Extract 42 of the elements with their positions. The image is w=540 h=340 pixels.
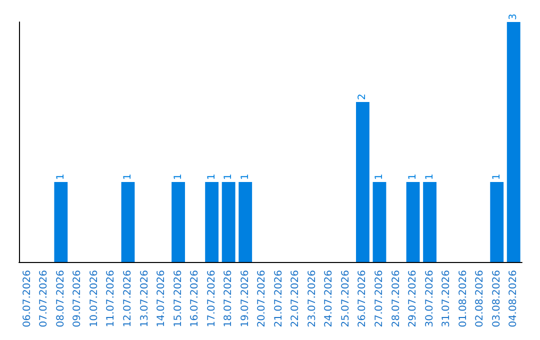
x-tick-label: 17.07.2026 <box>206 270 218 328</box>
x-tick-label: 04.08.2026 <box>508 270 520 328</box>
data-label: 1 <box>206 174 218 180</box>
data-label: 1 <box>223 174 234 180</box>
x-tick-label: 07.07.2026 <box>38 270 50 328</box>
x-tick-label: 20.07.2026 <box>256 270 268 328</box>
x-tick-label: 10.07.2026 <box>88 270 100 328</box>
x-tick-label: 21.07.2026 <box>273 270 284 328</box>
x-tick-label: 01.08.2026 <box>458 270 469 328</box>
data-label: 1 <box>374 174 385 180</box>
x-tick-label: 30.07.2026 <box>424 270 436 328</box>
x-tick-label: 31.07.2026 <box>441 270 452 328</box>
x-tick-label: 19.07.2026 <box>240 270 251 328</box>
data-label: 1 <box>240 174 251 180</box>
data-label: 1 <box>424 174 436 180</box>
data-label: 1 <box>408 174 419 180</box>
x-tick-label: 24.07.2026 <box>324 270 335 328</box>
x-tick-label: 28.07.2026 <box>390 270 402 328</box>
x-tick-label: 23.07.2026 <box>306 270 318 328</box>
x-tick-label: 12.07.2026 <box>122 270 134 328</box>
x-tick-label: 18.07.2026 <box>223 270 234 328</box>
data-label: 1 <box>491 174 502 180</box>
data-label: 1 <box>172 174 184 180</box>
x-tick-label: 25.07.2026 <box>340 270 352 328</box>
data-label: 3 <box>508 14 520 20</box>
x-tick-label: 08.07.2026 <box>55 270 66 328</box>
data-label: 2 <box>357 94 368 100</box>
x-tick-label: 09.07.2026 <box>72 270 84 328</box>
data-label: 1 <box>55 174 66 180</box>
data-label: 1 <box>122 174 134 180</box>
x-tick-label: 06.07.2026 <box>22 270 33 328</box>
x-tick-label: 16.07.2026 <box>190 270 201 328</box>
x-tick-label: 29.07.2026 <box>408 270 419 328</box>
x-tick-label: 11.07.2026 <box>106 270 117 328</box>
x-tick-label: 26.07.2026 <box>357 270 368 328</box>
x-tick-label: 13.07.2026 <box>139 270 150 328</box>
x-tick-label: 02.08.2026 <box>474 270 486 328</box>
x-tick-label: 15.07.2026 <box>172 270 184 328</box>
x-tick-label: 14.07.2026 <box>156 270 168 328</box>
x-tick-label: 27.07.2026 <box>374 270 385 328</box>
x-tick-label: 03.08.2026 <box>491 270 502 328</box>
x-tick-label: 22.07.2026 <box>290 270 302 328</box>
